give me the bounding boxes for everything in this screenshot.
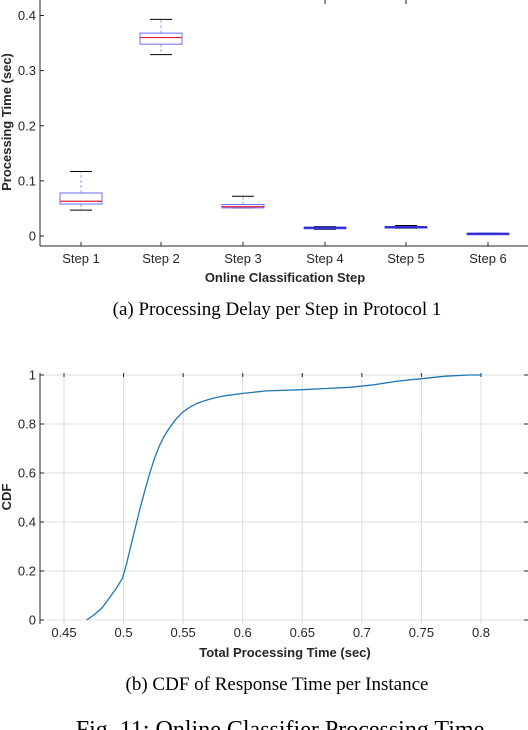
- cdf-xtick-label: 0.45: [51, 625, 76, 640]
- cdf-chart-caption: (b) CDF of Response Time per Instance: [126, 674, 429, 695]
- figure-caption: Fig. 11: Online Classifier Processing Ti…: [76, 717, 484, 730]
- cdf-chart: 0 0.2 0.4 0.6 0.8 1 0.45 0.5 0.55 0.6 0.65 0.7 0.75…: [0, 368, 528, 695]
- cdf-chart-xlabel: Total Processing Time (sec): [199, 645, 370, 660]
- box-item: [59, 171, 103, 211]
- box-chart-xtick-label: Step 4: [306, 251, 344, 266]
- box-item: [384, 225, 428, 229]
- cdf-chart-xticks: 0.45 0.5 0.55 0.6 0.65 0.7 0.75 0.8: [51, 373, 490, 640]
- cdf-xtick-label: 0.7: [353, 625, 371, 640]
- cdf-ytick-label: 0.2: [18, 564, 36, 579]
- box-chart-ytick-label: 0: [29, 229, 36, 244]
- box-chart-ytick-label: 0.1: [18, 173, 36, 188]
- cdf-ytick-label: 0: [29, 613, 36, 628]
- cdf-ytick-label: 0.8: [18, 417, 36, 432]
- cdf-ytick-label: 0.6: [18, 466, 36, 481]
- box-chart: 00.10.20.30.4 Step 1 Step 2 Step 3 Step 4 St…: [0, 0, 528, 320]
- box-chart-ytick-label: 0.3: [18, 63, 36, 78]
- box-iqr: [139, 32, 183, 45]
- cdf-chart-yticks: 0 0.2 0.4 0.6 0.8 1: [18, 368, 528, 628]
- cdf-xtick-label: 0.5: [115, 625, 133, 640]
- box-chart-ytick-label: 0.2: [18, 118, 36, 133]
- box-item: [466, 232, 510, 236]
- box-chart-xtick-label: Step 5: [387, 251, 425, 266]
- box-chart-xlabel: Online Classification Step: [205, 270, 365, 285]
- cdf-xtick-label: 0.8: [472, 625, 490, 640]
- box-chart-ytick-label: 0.4: [18, 8, 36, 23]
- cdf-ytick-label: 1: [29, 368, 36, 383]
- box-chart-ylabel: Processing Time (sec): [0, 53, 14, 191]
- cdf-xtick-label: 0.65: [290, 625, 315, 640]
- cdf-chart-ylabel: CDF: [0, 484, 14, 511]
- cdf-chart-grid: [40, 373, 528, 624]
- box-chart-xtick-label: Step 1: [62, 251, 100, 266]
- box-chart-caption: (a) Processing Delay per Step in Protoco…: [113, 299, 442, 320]
- box-item: [303, 226, 347, 230]
- box-chart-xtick-label: Step 3: [224, 251, 262, 266]
- box-item: [139, 18, 183, 56]
- cdf-series-line: [86, 374, 481, 621]
- box-chart-xtick-label: Step 6: [469, 251, 507, 266]
- box-chart-xticks: Step 1 Step 2 Step 3 Step 4 Step 5 Step 6: [62, 242, 507, 266]
- cdf-xtick-label: 0.6: [234, 625, 252, 640]
- cdf-xtick-label: 0.75: [409, 625, 434, 640]
- box-iqr: [59, 192, 103, 205]
- box-chart-xtick-label: Step 2: [142, 251, 180, 266]
- box-chart-axes: [39, 0, 528, 247]
- cdf-xtick-label: 0.55: [170, 625, 195, 640]
- cdf-ytick-label: 0.4: [18, 515, 36, 530]
- box-chart-boxes: [59, 18, 510, 236]
- box-item: [221, 195, 265, 209]
- box-chart-yticks: 0 0.1 0.2 0.3 0.4: [18, 8, 44, 244]
